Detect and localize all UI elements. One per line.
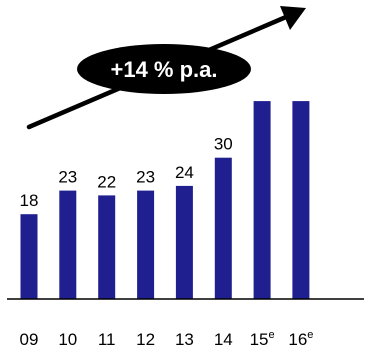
data-label-09: 18 bbox=[20, 191, 39, 210]
x-tick-label-10: 10 bbox=[58, 330, 77, 349]
growth-arrow-head bbox=[280, 6, 306, 30]
growth-annotation: +14 % p.a. bbox=[26, 6, 306, 130]
growth-rate-label: +14 % p.a. bbox=[110, 57, 217, 82]
estimate-marker: e bbox=[268, 329, 274, 341]
bar-13 bbox=[175, 185, 193, 299]
x-tick-label-13: 13 bbox=[175, 330, 194, 349]
bar-15 bbox=[253, 101, 271, 299]
data-label-14: 30 bbox=[214, 135, 233, 154]
data-label-12: 23 bbox=[136, 168, 155, 187]
data-labels-layer: 18 23 22 23 24 30 bbox=[20, 135, 233, 211]
data-label-13: 24 bbox=[175, 163, 194, 182]
bar-14 bbox=[214, 157, 232, 299]
bar-09 bbox=[20, 214, 38, 299]
x-tick-label-11: 11 bbox=[98, 330, 116, 349]
x-tick-labels-layer: 09 10 11 12 13 14 15e 16e bbox=[20, 329, 314, 349]
x-tick-label-16: 16e bbox=[288, 329, 313, 349]
x-tick-label-12: 12 bbox=[136, 330, 155, 349]
x-tick-label-15: 15e bbox=[250, 329, 275, 349]
data-label-10: 23 bbox=[58, 168, 77, 187]
bar-11 bbox=[98, 195, 116, 299]
bar-16 bbox=[292, 101, 310, 299]
bar-10 bbox=[59, 190, 77, 299]
growth-rate-bubble bbox=[77, 44, 251, 94]
bar-12 bbox=[137, 190, 155, 299]
x-tick-label-09: 09 bbox=[20, 330, 39, 349]
bars-layer bbox=[20, 101, 310, 299]
x-tick-label-14: 14 bbox=[214, 330, 233, 349]
data-label-11: 22 bbox=[97, 172, 116, 191]
estimate-marker: e bbox=[307, 329, 313, 341]
